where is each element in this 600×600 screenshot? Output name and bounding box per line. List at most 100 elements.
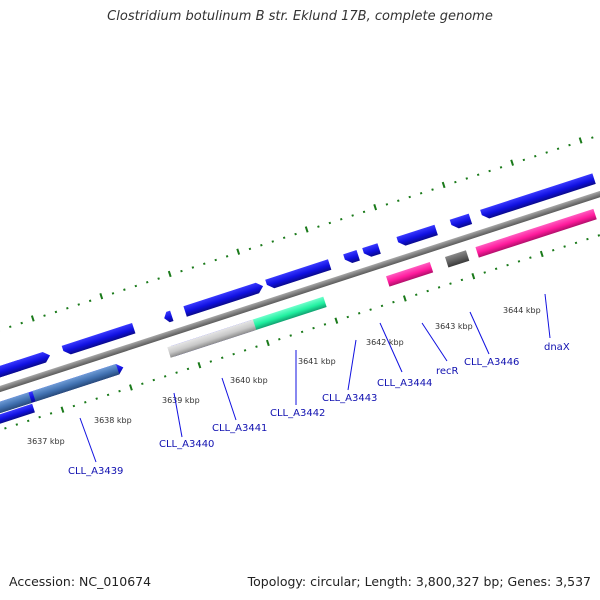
- ruler-minor-tick: [72, 404, 76, 408]
- kbp-tick-label: 3644 kbp: [503, 306, 541, 315]
- outer-track-dot: [556, 147, 560, 151]
- outer-track-dot: [77, 303, 81, 306]
- genome-stats-label: Topology: circular; Length: 3,800,327 bp…: [247, 574, 591, 589]
- gene-feature[interactable]: [480, 173, 596, 220]
- ruler-minor-tick: [483, 271, 486, 274]
- outer-track-dot: [304, 226, 309, 233]
- ruler-minor-tick: [220, 356, 224, 360]
- gene-feature[interactable]: [0, 392, 32, 416]
- outer-track-dot: [351, 214, 354, 217]
- gene-feature[interactable]: [0, 360, 22, 378]
- gene-feature[interactable]: [475, 208, 597, 258]
- outer-track-dot: [157, 277, 160, 280]
- gene-feature[interactable]: [396, 224, 438, 248]
- gene-feature[interactable]: [343, 250, 360, 265]
- outer-track-dot: [260, 243, 263, 247]
- ruler-minor-tick: [517, 260, 521, 263]
- kbp-tick-label: 3638 kbp: [94, 416, 132, 425]
- outer-track-dot: [499, 166, 503, 169]
- kbp-tick-label: 3643 kbp: [435, 322, 473, 331]
- outer-track-dot: [191, 266, 195, 269]
- outer-track-dot: [545, 151, 548, 154]
- gene-label-cll-a3443[interactable]: CLL_A3443: [322, 393, 377, 404]
- ruler-minor-tick: [84, 401, 87, 404]
- ruler-minor-tick: [106, 393, 110, 397]
- gene-feature[interactable]: [32, 363, 120, 402]
- outer-track-dot: [373, 204, 378, 211]
- outer-track-dot: [225, 255, 229, 258]
- outer-track-dot: [568, 143, 571, 147]
- gene-label-cll-a3446[interactable]: CLL_A3446: [464, 357, 519, 368]
- gene-feature[interactable]: [449, 213, 473, 231]
- ruler-minor-tick: [414, 293, 418, 297]
- gene-feature[interactable]: [61, 322, 136, 356]
- outer-track-dot: [236, 248, 241, 255]
- outer-track-dot: [362, 210, 366, 214]
- genome-backbone: [0, 170, 600, 404]
- outer-track-dot: [397, 199, 400, 202]
- gene-feature[interactable]: [362, 243, 381, 258]
- outer-track-dot: [145, 281, 149, 284]
- outer-track-dot: [488, 169, 491, 173]
- outer-track-dot: [214, 258, 217, 262]
- ruler-track: [4, 234, 600, 430]
- map-title: Clostridium botulinum B str. Eklund 17B,…: [107, 9, 493, 24]
- ruler-minor-tick: [49, 412, 53, 415]
- outer-track-dot: [134, 284, 138, 288]
- gene-label-cll-a3442[interactable]: CLL_A3442: [270, 408, 325, 419]
- ruler-minor-tick: [494, 267, 498, 271]
- outer-track-dot: [9, 325, 12, 329]
- labels-layer: 3637 kbp 3638 kbp 3639 kbp 3640 kbp 3641…: [27, 293, 570, 477]
- gene-feature[interactable]: [183, 281, 264, 317]
- gene-label-recr[interactable]: recR: [436, 366, 459, 377]
- gene-label-cll-a3444[interactable]: CLL_A3444: [377, 378, 432, 389]
- gene-label-dnax[interactable]: dnaX: [544, 342, 570, 353]
- gene-label-cll-a3441[interactable]: CLL_A3441: [212, 423, 267, 434]
- ruler-minor-tick: [586, 237, 589, 241]
- outer-track-dot: [271, 240, 275, 243]
- ruler-minor-tick: [38, 415, 41, 419]
- ruler-major-tick: [197, 362, 202, 369]
- outer-track-dot: [99, 293, 104, 300]
- ruler-minor-tick: [209, 360, 213, 363]
- ruler-minor-tick: [118, 389, 121, 393]
- ruler-minor-tick: [574, 241, 578, 245]
- outer-track-dot: [20, 321, 23, 325]
- outer-track-dot: [441, 181, 446, 189]
- outer-track-dot: [419, 192, 423, 195]
- ruler-major-tick: [334, 317, 339, 324]
- gene-feature[interactable]: [162, 310, 174, 324]
- gene-feature[interactable]: [0, 403, 35, 425]
- gene-label-cll-a3439[interactable]: CLL_A3439: [68, 466, 123, 477]
- ruler-major-tick: [266, 339, 270, 347]
- outer-track-dot: [66, 306, 69, 310]
- kbp-tick-label: 3639 kbp: [162, 396, 200, 405]
- ruler-minor-tick: [300, 330, 304, 334]
- ruler-minor-tick: [175, 371, 178, 374]
- ruler-minor-tick: [346, 315, 350, 319]
- outer-track-dot: [180, 269, 183, 273]
- kbp-tick-label: 3642 kbp: [366, 338, 404, 347]
- gene-feature[interactable]: [250, 296, 327, 331]
- leader-line: [469, 311, 490, 355]
- outer-track-dot: [328, 221, 332, 225]
- outer-track-dot: [54, 310, 58, 314]
- ruler-minor-tick: [232, 352, 235, 356]
- gene-feature[interactable]: [444, 250, 470, 268]
- ruler-minor-tick: [551, 249, 555, 252]
- gene-label-cll-a3440[interactable]: CLL_A3440: [159, 439, 214, 450]
- ruler-major-tick: [402, 295, 407, 302]
- ruler-minor-tick: [437, 286, 441, 289]
- outer-track-dot: [123, 288, 126, 291]
- ruler-minor-tick: [506, 263, 509, 267]
- gene-feature[interactable]: [265, 259, 332, 290]
- ruler-minor-tick: [278, 337, 281, 341]
- ruler-minor-tick: [426, 289, 429, 293]
- outer-track-dot: [522, 158, 526, 162]
- kbp-tick-label: 3641 kbp: [298, 357, 336, 366]
- gene-feature[interactable]: [167, 319, 257, 358]
- gene-feature[interactable]: [386, 261, 434, 287]
- outer-track-dot: [43, 314, 46, 317]
- leader-line: [221, 377, 237, 421]
